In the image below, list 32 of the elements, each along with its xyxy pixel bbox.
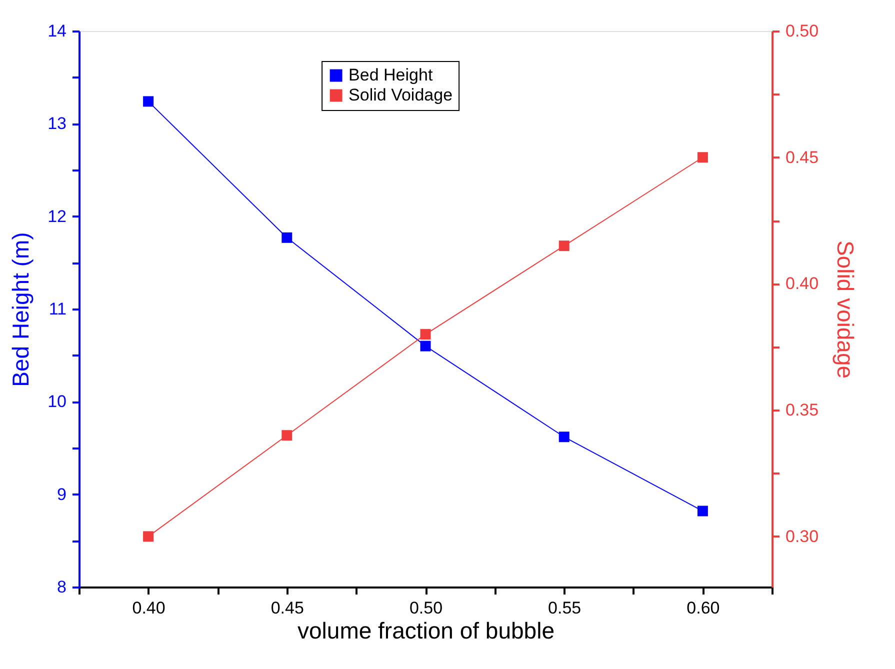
point	[697, 152, 708, 163]
y-tick-label: 14	[48, 22, 66, 40]
x-tick-label: 0.50	[409, 598, 443, 618]
x-tick-label: 0.40	[132, 598, 166, 618]
y-tick-label: 13	[48, 114, 66, 134]
y-tick-label: 9	[57, 484, 66, 504]
y2-axis-title: Solid voidage	[832, 240, 859, 379]
y2-tick-label: 0.35	[786, 400, 819, 420]
y-tick-label: 10	[48, 392, 66, 412]
y2-tick-label: 0.50	[786, 22, 819, 40]
x-tick-label: 0.60	[686, 598, 720, 618]
x-tick-label: 0.45	[270, 598, 304, 618]
y-tick-label: 12	[48, 206, 66, 226]
point	[697, 506, 708, 516]
point	[282, 430, 292, 441]
y2-tick-label: 0.45	[786, 148, 819, 167]
x-axis-title: volume fraction of bubble	[298, 618, 554, 644]
point	[420, 329, 431, 340]
point	[282, 232, 292, 243]
point	[558, 240, 570, 252]
x-tick-label: 0.55	[548, 598, 582, 618]
y2-tick-label: 0.30	[786, 526, 819, 546]
y-tick-label: 8	[57, 578, 66, 596]
y-tick-label: 11	[48, 300, 66, 318]
y2-tick-label: 0.40	[786, 274, 819, 294]
point	[558, 432, 570, 442]
point	[143, 531, 154, 542]
legend-label: Bed Height	[348, 66, 433, 84]
point	[143, 96, 154, 107]
y-axis-title: Bed Height (m)	[8, 232, 34, 387]
legend-label: Solid Voidage	[348, 86, 453, 104]
point	[420, 340, 431, 352]
